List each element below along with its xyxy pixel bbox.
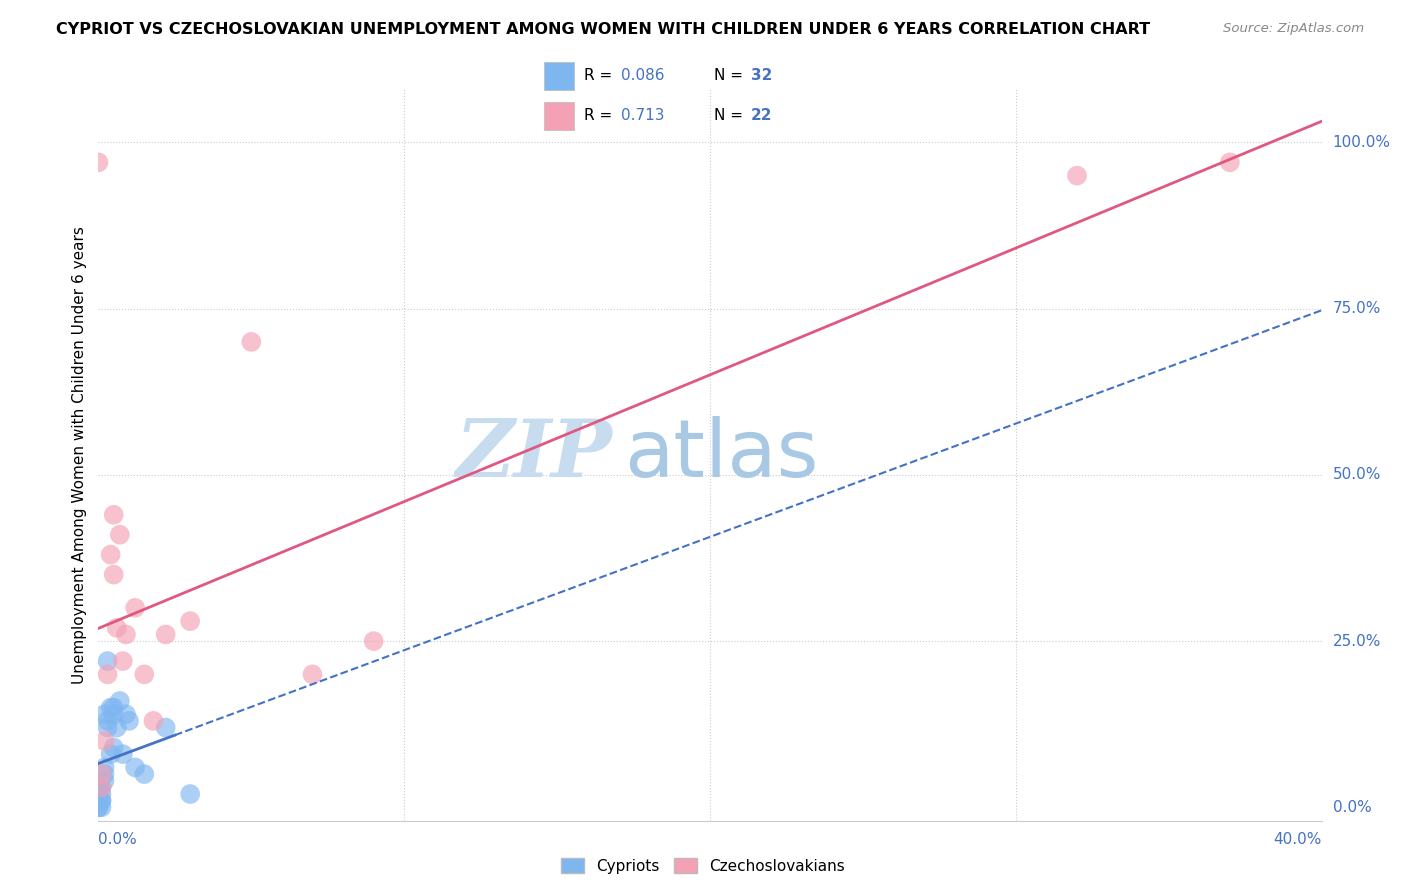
- Legend: Cypriots, Czechoslovakians: Cypriots, Czechoslovakians: [554, 852, 852, 880]
- Point: [115, 707, 138, 722]
- Point: [301, 667, 323, 681]
- Text: 50.0%: 50.0%: [1333, 467, 1381, 483]
- Text: 0.0%: 0.0%: [1333, 800, 1371, 814]
- Point: [103, 700, 125, 714]
- Point: [100, 700, 122, 714]
- Point: [97, 667, 120, 681]
- Point: [93, 773, 115, 788]
- Text: CYPRIOT VS CZECHOSLOVAKIAN UNEMPLOYMENT AMONG WOMEN WITH CHILDREN UNDER 6 YEARS : CYPRIOT VS CZECHOSLOVAKIAN UNEMPLOYMENT …: [56, 22, 1150, 37]
- Point: [103, 508, 125, 522]
- Point: [87, 800, 110, 814]
- Point: [90, 794, 112, 808]
- Text: R =: R =: [583, 108, 612, 123]
- Point: [103, 567, 125, 582]
- Text: atlas: atlas: [624, 416, 818, 494]
- Point: [115, 627, 138, 641]
- Point: [87, 787, 110, 801]
- Bar: [544, 102, 575, 130]
- Point: [97, 654, 120, 668]
- Y-axis label: Unemployment Among Women with Children Under 6 years: Unemployment Among Women with Children U…: [72, 226, 87, 684]
- Point: [90, 800, 112, 814]
- Bar: [544, 62, 575, 90]
- Point: [363, 634, 385, 648]
- Point: [87, 794, 110, 808]
- Point: [93, 707, 115, 722]
- Text: 0.0%: 0.0%: [98, 832, 138, 847]
- Point: [90, 794, 112, 808]
- Point: [93, 734, 115, 748]
- Text: 0.086: 0.086: [621, 69, 665, 84]
- Point: [134, 667, 156, 681]
- Text: 100.0%: 100.0%: [1333, 135, 1391, 150]
- Point: [124, 760, 146, 774]
- Point: [111, 654, 134, 668]
- Point: [87, 800, 110, 814]
- Point: [90, 767, 112, 781]
- Text: 40.0%: 40.0%: [1274, 832, 1322, 847]
- Point: [105, 721, 128, 735]
- Point: [142, 714, 165, 728]
- Point: [90, 787, 112, 801]
- Point: [118, 714, 141, 728]
- Point: [105, 621, 128, 635]
- Point: [90, 780, 112, 795]
- Text: 25.0%: 25.0%: [1333, 633, 1381, 648]
- Point: [87, 780, 110, 795]
- Text: Source: ZipAtlas.com: Source: ZipAtlas.com: [1223, 22, 1364, 36]
- Text: N =: N =: [714, 69, 742, 84]
- Point: [103, 740, 125, 755]
- Text: N =: N =: [714, 108, 742, 123]
- Point: [90, 780, 112, 795]
- Point: [93, 760, 115, 774]
- Point: [240, 334, 263, 349]
- Text: 75.0%: 75.0%: [1333, 301, 1381, 316]
- Point: [108, 694, 131, 708]
- Text: 0.713: 0.713: [621, 108, 665, 123]
- Point: [155, 721, 177, 735]
- Point: [1219, 155, 1241, 169]
- Text: ZIP: ZIP: [456, 417, 612, 493]
- Point: [108, 527, 131, 541]
- Text: 22: 22: [751, 108, 772, 123]
- Point: [100, 548, 122, 562]
- Point: [93, 767, 115, 781]
- Text: 32: 32: [751, 69, 772, 84]
- Point: [97, 721, 120, 735]
- Point: [100, 747, 122, 761]
- Point: [103, 707, 125, 722]
- Point: [111, 747, 134, 761]
- Point: [134, 767, 156, 781]
- Point: [124, 600, 146, 615]
- Text: R =: R =: [583, 69, 612, 84]
- Point: [179, 787, 201, 801]
- Point: [179, 614, 201, 628]
- Point: [1066, 169, 1088, 183]
- Point: [155, 627, 177, 641]
- Point: [97, 714, 120, 728]
- Point: [87, 794, 110, 808]
- Point: [87, 155, 110, 169]
